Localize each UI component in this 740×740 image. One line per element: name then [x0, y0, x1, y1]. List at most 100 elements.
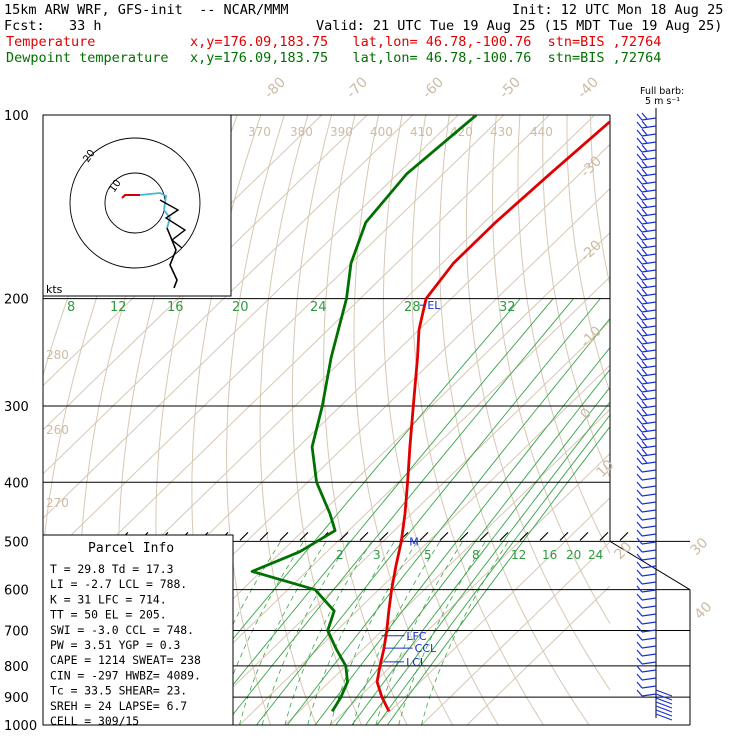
wind-barb-flag: [636, 329, 643, 337]
wind-barb-flag: [641, 152, 648, 160]
isotherm-label: 40: [692, 599, 716, 623]
freezing-tick: [559, 531, 569, 541]
wind-barb-shaft: [641, 405, 657, 409]
wind-barb-flag: [636, 521, 643, 529]
wind-barb-shaft: [641, 309, 657, 313]
wind-barb-shaft: [641, 501, 657, 505]
pressure-label-100: 100: [4, 109, 29, 124]
wind-barb-shaft: [641, 133, 657, 137]
wind-barb-flag: [636, 625, 643, 633]
wind-barb-flag: [641, 264, 648, 272]
mixing-ratio-lines: [161, 298, 610, 725]
wind-barb-flag: [636, 497, 643, 505]
wind-barb-flag: [636, 209, 643, 217]
wind-barb-flag: [641, 392, 648, 400]
wind-barb-flag: [636, 569, 643, 577]
isotherm-label: -80: [262, 74, 289, 101]
isotherm-line: [421, 541, 610, 725]
isotherm-label: -60: [420, 74, 447, 101]
dry-adiabat-line: [411, 115, 545, 725]
moist-adiabat-line: [375, 541, 464, 725]
dry-adiabat-label: 270: [46, 496, 69, 510]
wind-barb-flag: [636, 281, 643, 289]
isotherm-line: [239, 364, 610, 725]
wind-barb-flag: [636, 217, 643, 225]
wind-barb-shaft: [641, 317, 657, 321]
wind-barb-flag: [641, 456, 648, 464]
dry-adiabat-label: 420: [450, 125, 473, 139]
wind-barb-shaft: [641, 165, 657, 169]
marker-label-lfc: LFC: [406, 630, 426, 643]
wind-barb-shaft: [641, 517, 657, 521]
wind-barb-flag: [641, 248, 648, 256]
wind-barb-flag: [636, 257, 643, 265]
pressure-label-500: 500: [4, 535, 29, 550]
isotherm-line: [43, 115, 505, 564]
dry-adiabat-line: [323, 115, 408, 725]
wind-barb-flag: [636, 113, 643, 121]
wind-barb-surface: [655, 701, 673, 709]
dry-adiabat-label: 390: [330, 125, 353, 139]
moist-adiabat-line: [398, 541, 486, 725]
wind-barb-flag: [636, 321, 643, 329]
wind-barb-shaft: [641, 509, 657, 513]
wind-barb-flag: [636, 665, 643, 673]
pressure-label-200: 200: [4, 293, 29, 308]
wind-barb-shaft: [641, 149, 657, 153]
wind-barb-flag: [641, 352, 648, 360]
dry-adiabat-line: [465, 115, 610, 691]
forecast-hour: Fcst: 33 h: [4, 18, 102, 34]
freezing-tick: [599, 531, 609, 541]
wind-barb-shaft: [641, 549, 657, 553]
wind-barb-shaft: [641, 221, 657, 225]
wind-barb-flag: [641, 320, 648, 328]
marker-label-ccl: CCL: [415, 642, 437, 655]
wind-barb-flag: [641, 408, 648, 416]
wind-barb-shaft: [641, 565, 657, 569]
pressure-label-600: 600: [4, 584, 29, 599]
wind-barb-shaft: [641, 429, 657, 433]
parcel-info-row: CIN = -297 HWBZ= 4089.: [50, 668, 201, 682]
wind-barb-flag: [641, 128, 648, 136]
wind-barb-shaft: [641, 189, 657, 193]
pressure-label-1000: 1000: [4, 719, 37, 734]
mixing-ratio-label: 16: [167, 300, 184, 315]
isotherm-label: -10: [578, 323, 605, 350]
temperature-location: x,y=176.09,183.75 lat,lon= 46.78,-100.76…: [190, 34, 662, 50]
wind-barb-shaft: [641, 213, 657, 217]
mixing-ratio-label: 8: [67, 300, 75, 315]
dry-adiabat-line: [291, 115, 363, 725]
wind-barb-flag: [636, 337, 643, 345]
wind-barb-surface: [655, 713, 673, 721]
freezing-tick: [299, 531, 309, 541]
wind-barb-shaft: [641, 493, 657, 497]
moist-adiabat-line: [239, 541, 327, 725]
freezing-tick: [499, 531, 509, 541]
dry-adiabat-label: 370: [248, 125, 271, 139]
dry-adiabat-label: 380: [290, 125, 313, 139]
dry-adiabat-line: [566, 115, 610, 394]
wind-barb-flag: [636, 153, 643, 161]
wind-barb-flag: [641, 208, 648, 216]
wind-barb-flag: [636, 633, 643, 641]
mixing-ratio-label: 24: [310, 300, 327, 315]
isotherm-label: 20: [612, 539, 636, 563]
freezing-tick: [459, 531, 469, 541]
wind-barb-flag: [641, 240, 648, 248]
isotherm-line: [43, 115, 414, 475]
wind-barb-shaft: [641, 461, 657, 465]
wind-barb-shaft: [641, 669, 657, 673]
isotherm-label: 0: [578, 405, 596, 423]
wind-barb-flag: [636, 529, 643, 537]
wind-barb-flag: [641, 448, 648, 456]
valid-time: Valid: 21 UTC Tue 19 Aug 25 (15 MDT Tue …: [316, 18, 723, 34]
dry-adiabat-label: 260: [46, 423, 69, 437]
wind-barb-shaft: [641, 373, 657, 377]
init-time: Init: 12 UTC Mon 18 Aug 25: [512, 2, 724, 18]
hodograph-units: kts: [46, 283, 63, 296]
wind-barb-shaft: [641, 397, 657, 401]
wind-barb-flag: [636, 433, 643, 441]
wind-barb-shaft: [641, 197, 657, 201]
isotherm-label: -70: [344, 74, 371, 101]
wind-barb-shaft: [641, 629, 657, 633]
